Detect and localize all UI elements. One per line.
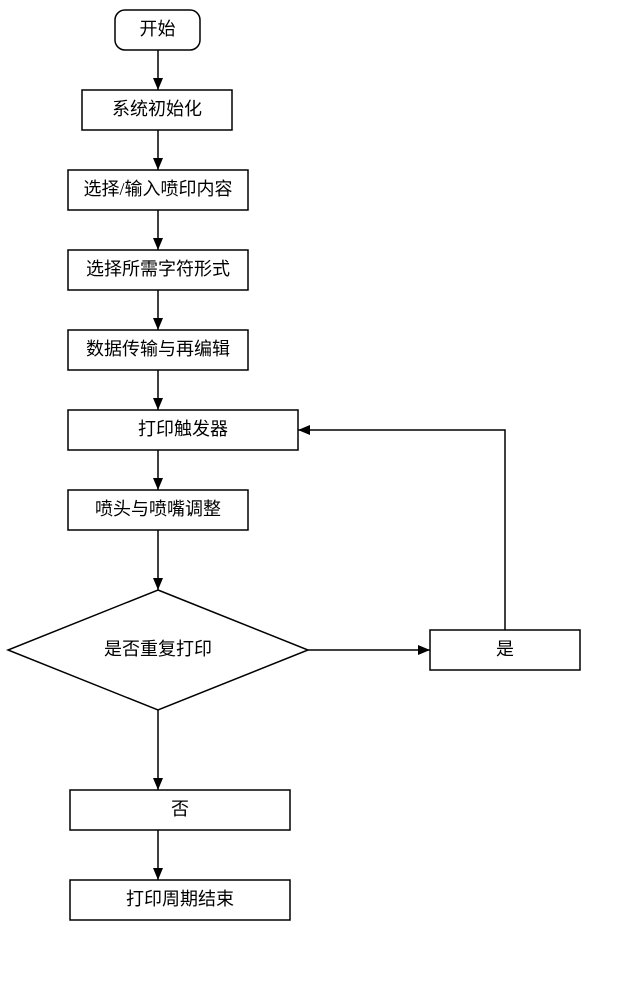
label-decision: 是否重复打印 [104,639,212,659]
arrowhead-decision-no [153,778,163,790]
label-end: 打印周期结束 [126,889,234,909]
arrowhead-init-input [153,158,163,170]
label-data: 数据传输与再编辑 [86,339,230,359]
label-start: 开始 [140,19,176,39]
arrowhead-input-charform [153,238,163,250]
edge-yes-trigger [298,430,505,630]
arrowhead-start-init [153,78,163,90]
arrowhead-decision-yes [418,645,430,655]
flowchart-canvas: 开始系统初始化选择/输入喷印内容选择所需字符形式数据传输与再编辑打印触发器喷头与… [0,0,617,1000]
label-input: 选择/输入喷印内容 [83,179,232,199]
label-yes: 是 [496,639,514,659]
arrowhead-trigger-adjust [153,478,163,490]
label-no: 否 [171,799,189,819]
arrowhead-no-end [153,868,163,880]
arrowhead-adjust-decision [153,578,163,590]
label-adjust: 喷头与喷嘴调整 [95,499,221,519]
arrowhead-data-trigger [153,398,163,410]
label-charform: 选择所需字符形式 [86,259,230,279]
label-trigger: 打印触发器 [138,419,228,439]
label-init: 系统初始化 [112,99,202,119]
arrowhead-charform-data [153,318,163,330]
arrowhead-yes-trigger [298,425,310,435]
